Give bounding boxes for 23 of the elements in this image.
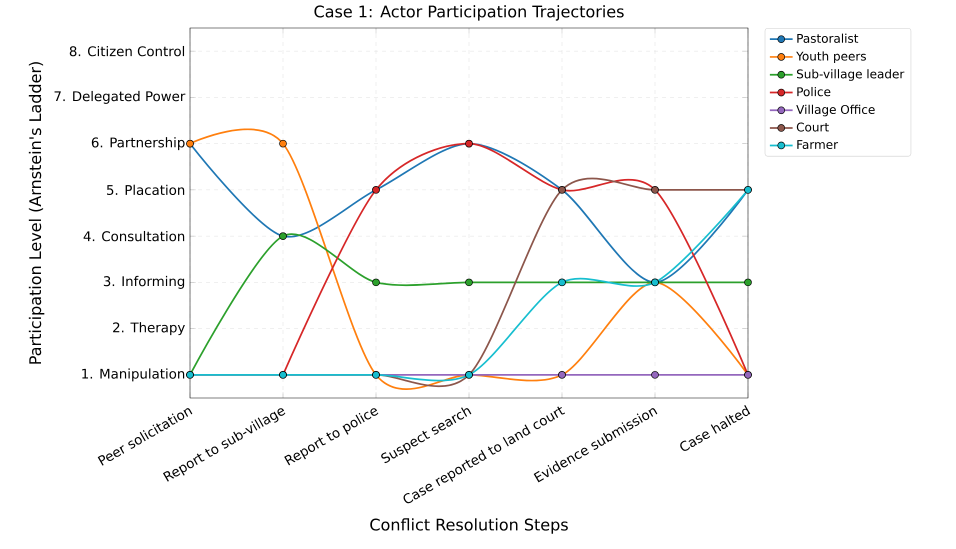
point (744, 278, 752, 286)
point (372, 278, 380, 286)
legend-label: Sub-village leader (796, 69, 904, 81)
legend-label: Youth peers (796, 51, 866, 63)
y-tick-label: 1. Manipulation (82, 368, 184, 382)
y-tick-label: 2. Therapy (113, 322, 185, 336)
y-tick-label: 8. Citizen Control (70, 46, 184, 56)
y-tick-label: 7. Delegated Power (54, 90, 186, 104)
legend-label: Court (796, 122, 829, 132)
point (465, 278, 473, 286)
y-tick-label: 4. Consultation (84, 230, 184, 242)
y-axis-title: Participation Level (Arnstein's Ladder) (28, 62, 44, 364)
y-tick-label: 5. Placation (106, 184, 184, 196)
legend-label: Farmer (797, 140, 838, 150)
point (279, 140, 287, 148)
x-axis-title: Conflict Resolution Steps (370, 518, 568, 534)
y-tick-label: 6. Partnership (92, 137, 185, 150)
point (651, 371, 659, 379)
legend-label: Police (797, 86, 830, 96)
y-tick-label: 3. Informing (104, 276, 184, 289)
chart-title: Case 1: Actor Participation Trajectories (314, 5, 624, 21)
legend-label: Village Office (796, 104, 875, 116)
legend-label: Pastoralist (797, 34, 858, 43)
